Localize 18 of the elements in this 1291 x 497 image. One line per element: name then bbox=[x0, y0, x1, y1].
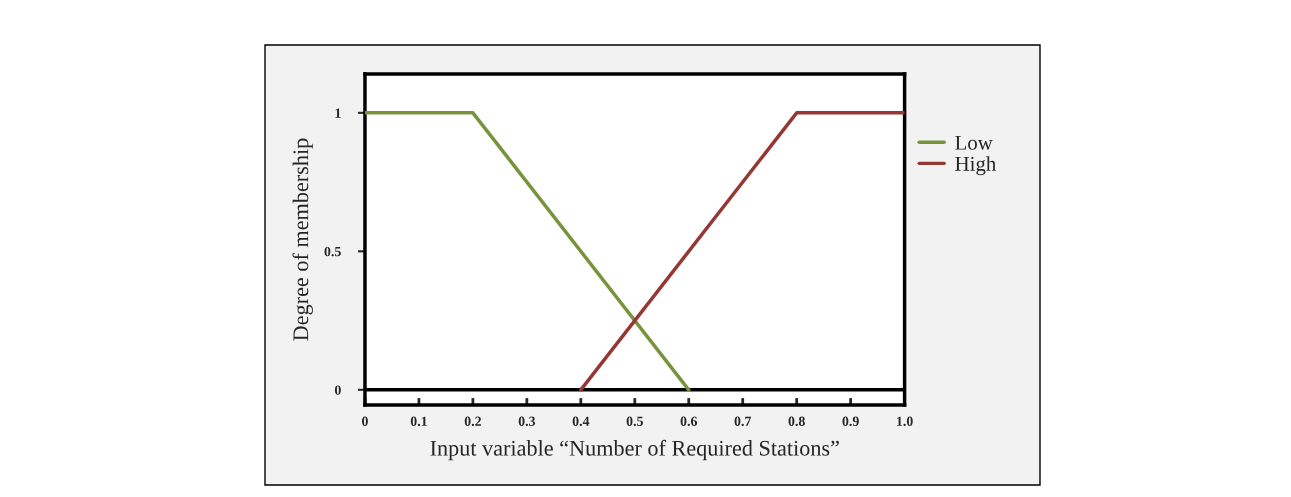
x-tick-label: 0.2 bbox=[464, 416, 481, 426]
x-tick-label: 0.6 bbox=[680, 416, 698, 426]
x-tick-label: 1.0 bbox=[897, 416, 913, 426]
y-axis-title: Degree of membership bbox=[292, 138, 313, 341]
x-tick-label: 0.4 bbox=[572, 416, 590, 426]
x-axis-title: Input variable “Number of Required Stations” bbox=[430, 439, 839, 461]
x-tick-label: 0.5 bbox=[626, 416, 643, 426]
x-tick-label: 0.3 bbox=[518, 416, 536, 426]
legend-label: Low bbox=[955, 135, 993, 150]
y-tick-label: 0 bbox=[334, 385, 341, 395]
x-tick-label: 0.7 bbox=[734, 416, 752, 426]
x-tick-label: 0.1 bbox=[410, 416, 427, 426]
y-tick-label: 1 bbox=[335, 108, 341, 118]
x-tick-label: 0.9 bbox=[842, 416, 859, 426]
legend-label: High bbox=[955, 156, 996, 176]
x-tick-label: 0.8 bbox=[788, 416, 805, 426]
y-tick-label: 0.5 bbox=[324, 246, 341, 257]
x-tick-label: 0 bbox=[362, 416, 368, 426]
